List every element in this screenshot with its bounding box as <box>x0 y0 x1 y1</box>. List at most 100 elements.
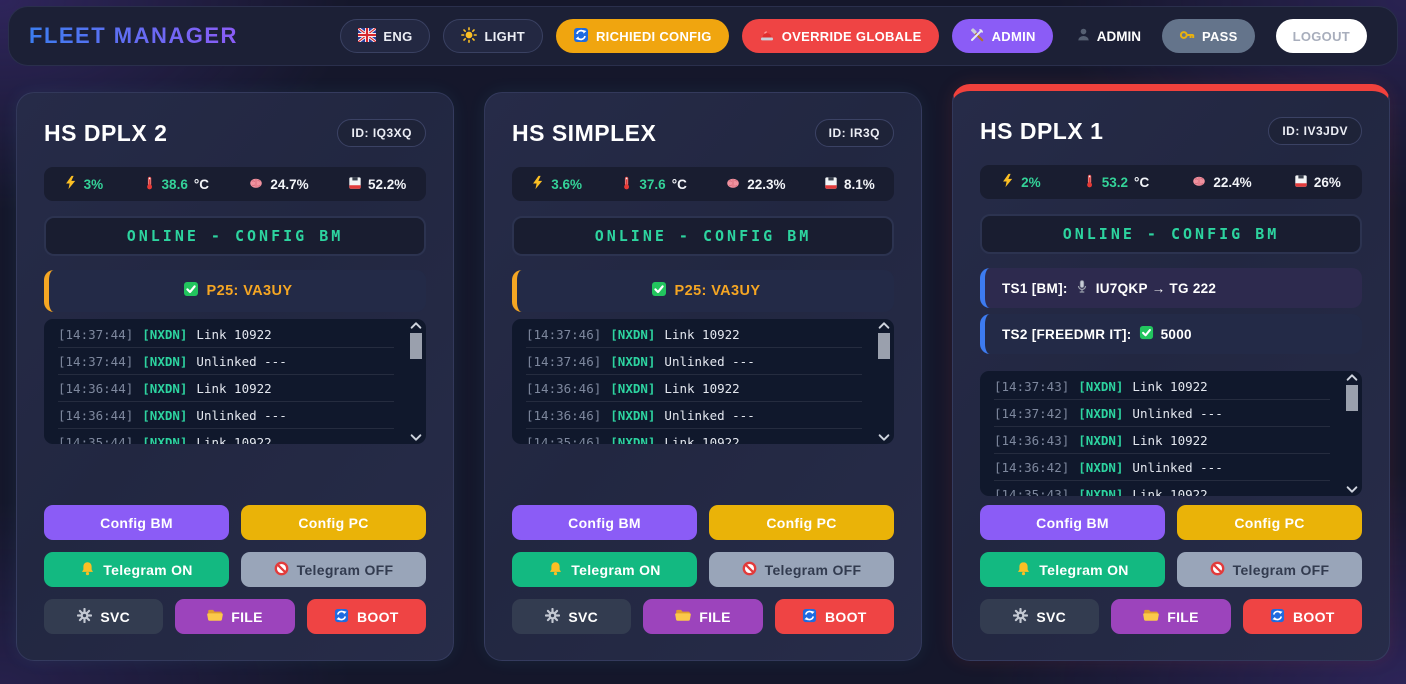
scroll-up-icon[interactable] <box>409 321 423 330</box>
stats-bar: 3% 38.6 °C 24.7% 52.2% <box>44 167 426 201</box>
config-pc-button[interactable]: Config PC <box>709 505 894 540</box>
file-button[interactable]: FILE <box>643 599 763 634</box>
log-row: [14:36:46] [NXDN] Link 10922 <box>526 375 862 402</box>
telegram-off-button[interactable]: Telegram OFF <box>709 552 894 587</box>
no-entry-icon <box>274 561 289 579</box>
cpu-stat: 3.6% <box>531 175 582 193</box>
bell-icon <box>1016 561 1031 579</box>
card-title: HS DPLX 1 <box>980 117 1104 144</box>
folder-icon <box>1143 608 1160 625</box>
event-log[interactable]: [14:37:43] [NXDN] Link 10922 [14:37:42] [NX… <box>980 371 1362 496</box>
hotspot-cards-grid: HS DPLX 2 ID: IQ3XQ 3% 38.6 °C 24.7% 52.2… <box>0 66 1406 661</box>
ts1-label: TS1 [BM]: <box>1002 280 1068 296</box>
config-bm-button[interactable]: Config BM <box>512 505 697 540</box>
telegram-off-button[interactable]: Telegram OFF <box>241 552 426 587</box>
brain-icon <box>725 176 741 193</box>
logged-user: ADMIN <box>1076 27 1141 45</box>
file-button[interactable]: FILE <box>1111 599 1231 634</box>
scroll-down-icon[interactable] <box>1345 485 1359 494</box>
cpu-stat: 3% <box>64 175 103 193</box>
theme-toggle-button[interactable]: LIGHT <box>443 19 543 53</box>
check-icon <box>651 281 667 301</box>
telegram-on-button[interactable]: Telegram ON <box>44 552 229 587</box>
telegram-on-button[interactable]: Telegram ON <box>980 552 1165 587</box>
logged-user-name: ADMIN <box>1096 28 1141 44</box>
global-override-button[interactable]: OVERRIDE GLOBALE <box>741 19 939 53</box>
language-button[interactable]: ENG <box>340 19 431 53</box>
log-scrollbar[interactable] <box>1343 373 1360 494</box>
admin-panel-button[interactable]: ADMIN <box>951 19 1053 53</box>
log-row: [14:37:46] [NXDN] Link 10922 <box>526 321 862 348</box>
boot-button[interactable]: BOOT <box>1242 599 1362 634</box>
stats-bar: 3.6% 37.6 °C 22.3% 8.1% <box>512 167 894 201</box>
tools-icon <box>969 27 985 46</box>
log-row: [14:37:42] [NXDN] Unlinked --- <box>994 400 1330 427</box>
ts1-slot-bar: TS1 [BM]: IU7QKP → TG 222 <box>980 268 1362 308</box>
hotspot-card-hs-simplex: HS SIMPLEX ID: IR3Q 3.6% 37.6 °C 22.3% 8.… <box>484 92 922 661</box>
card-actions: Config BM Config PC Telegram ON Telegram… <box>980 505 1362 634</box>
app-title: FLEET MANAGER <box>29 23 238 48</box>
card-actions: Config BM Config PC Telegram ON Telegram… <box>44 505 426 634</box>
svc-button[interactable]: SVC <box>512 599 632 634</box>
disk-stat: 52.2% <box>348 176 406 193</box>
svc-button[interactable]: SVC <box>44 599 164 634</box>
header-actions: ENG LIGHT RICHIEDI CONFIG OVERRIDE GLOBA… <box>340 19 1367 53</box>
telegram-on-button[interactable]: Telegram ON <box>512 552 697 587</box>
log-row: [14:36:43] [NXDN] Link 10922 <box>994 427 1330 454</box>
boot-button[interactable]: BOOT <box>306 599 426 634</box>
disk-icon <box>1294 174 1308 191</box>
log-row: [14:35:43] [NXDN] Link 10922 <box>994 481 1330 497</box>
config-pc-button[interactable]: Config PC <box>1177 505 1362 540</box>
gear-icon <box>1013 607 1029 626</box>
log-row: [14:37:44] [NXDN] Unlinked --- <box>58 348 394 375</box>
svc-button[interactable]: SVC <box>980 599 1100 634</box>
refresh-icon <box>334 608 349 626</box>
thermometer-icon <box>143 175 156 194</box>
config-bm-button[interactable]: Config BM <box>980 505 1165 540</box>
scrollbar-thumb[interactable] <box>877 333 890 359</box>
file-button[interactable]: FILE <box>175 599 295 634</box>
refresh-icon <box>573 27 589 46</box>
mic-icon <box>1075 279 1089 297</box>
log-scrollbar[interactable] <box>407 321 424 442</box>
logout-button[interactable]: LOGOUT <box>1275 19 1367 53</box>
password-button[interactable]: PASS <box>1161 19 1255 53</box>
gear-icon <box>545 607 561 626</box>
config-pc-button[interactable]: Config PC <box>241 505 426 540</box>
ts2-talkgroup: 5000 <box>1160 326 1192 342</box>
disk-stat: 26% <box>1294 174 1341 191</box>
disk-stat: 8.1% <box>824 176 875 193</box>
gear-icon <box>77 607 93 626</box>
config-bm-button[interactable]: Config BM <box>44 505 229 540</box>
log-row: [14:35:46] [NXDN] Link 10922 <box>526 429 862 445</box>
scrollbar-thumb[interactable] <box>409 333 422 359</box>
scroll-down-icon[interactable] <box>877 433 891 442</box>
log-scrollbar[interactable] <box>875 321 892 442</box>
brain-icon <box>248 176 264 193</box>
boot-button[interactable]: BOOT <box>774 599 894 634</box>
bolt-icon <box>531 175 545 193</box>
log-row: [14:35:44] [NXDN] Link 10922 <box>58 429 394 445</box>
device-id-badge: ID: IR3Q <box>814 119 894 147</box>
event-log[interactable]: [14:37:46] [NXDN] Link 10922 [14:37:46] [NX… <box>512 319 894 444</box>
uk-flag-icon <box>357 26 378 45</box>
ts2-label: TS2 [FREEDMR IT]: <box>1002 326 1132 342</box>
log-row: [14:36:44] [NXDN] Unlinked --- <box>58 402 394 429</box>
log-row: [14:36:46] [NXDN] Unlinked --- <box>526 402 862 429</box>
request-config-button[interactable]: RICHIEDI CONFIG <box>555 19 729 53</box>
scroll-up-icon[interactable] <box>1345 373 1359 382</box>
device-id-badge: ID: IQ3XQ <box>337 119 426 147</box>
scrollbar-thumb[interactable] <box>1345 385 1358 411</box>
scroll-down-icon[interactable] <box>409 433 423 442</box>
brain-icon <box>1191 174 1207 191</box>
telegram-off-button[interactable]: Telegram OFF <box>1177 552 1362 587</box>
temperature-stat: 37.6 °C <box>620 175 687 194</box>
log-row: [14:37:46] [NXDN] Unlinked --- <box>526 348 862 375</box>
status-indicator: ONLINE - CONFIG BM <box>44 216 426 256</box>
event-log[interactable]: [14:37:44] [NXDN] Link 10922 [14:37:44] [NX… <box>44 319 426 444</box>
hotspot-card-hs-dplx-2: HS DPLX 2 ID: IQ3XQ 3% 38.6 °C 24.7% 52.2… <box>16 92 454 661</box>
key-icon <box>1179 27 1195 46</box>
hotspot-card-hs-dplx-1: HS DPLX 1 ID: IV3JDV 2% 53.2 °C 22.4% 26%… <box>952 84 1390 661</box>
scroll-up-icon[interactable] <box>877 321 891 330</box>
bolt-icon <box>1001 173 1015 191</box>
